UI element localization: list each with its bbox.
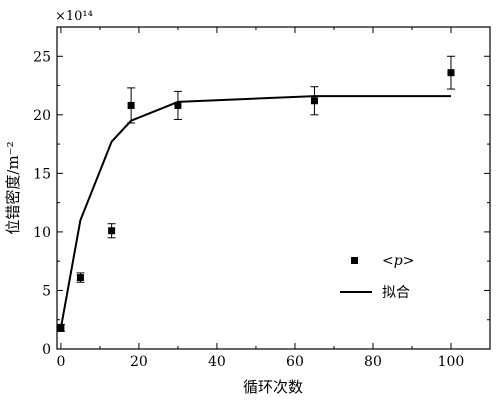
x-tick-label: 20 bbox=[130, 354, 148, 370]
y-axis-label: 位错密度/m⁻² bbox=[4, 141, 22, 234]
x-tick-label: 40 bbox=[208, 354, 226, 370]
data-point bbox=[108, 227, 116, 235]
data-point bbox=[174, 101, 182, 109]
legend-label-points: <p> bbox=[382, 253, 414, 269]
x-tick-label: 60 bbox=[286, 354, 304, 370]
data-point bbox=[447, 69, 455, 77]
legend-label-line: 拟合 bbox=[382, 285, 410, 301]
data-point bbox=[310, 97, 318, 105]
y-tick-label: 10 bbox=[33, 225, 51, 241]
y-tick-label: 5 bbox=[42, 283, 51, 299]
y-tick-label: 0 bbox=[42, 342, 51, 358]
data-point bbox=[127, 101, 135, 109]
series-layer bbox=[56, 55, 455, 332]
x-tick-label: 80 bbox=[364, 354, 382, 370]
y-tick-label: 15 bbox=[33, 166, 51, 182]
axis-ticks: 0 20 40 60 80 100 0 5 10 15 20 25 bbox=[33, 27, 490, 370]
x-axis-label: 循环次数 bbox=[243, 378, 303, 396]
y-multiplier: ×10¹⁴ bbox=[55, 9, 93, 24]
y-tick-label: 25 bbox=[33, 49, 51, 65]
legend: <p> 拟合 bbox=[340, 253, 414, 301]
data-point bbox=[57, 324, 65, 332]
plot-frame bbox=[56, 26, 491, 350]
data-point bbox=[76, 274, 84, 282]
x-tick-label: 100 bbox=[438, 354, 465, 370]
y-tick-label: 20 bbox=[33, 108, 51, 124]
legend-marker-points bbox=[351, 257, 358, 264]
x-tick-label: 0 bbox=[56, 354, 65, 370]
